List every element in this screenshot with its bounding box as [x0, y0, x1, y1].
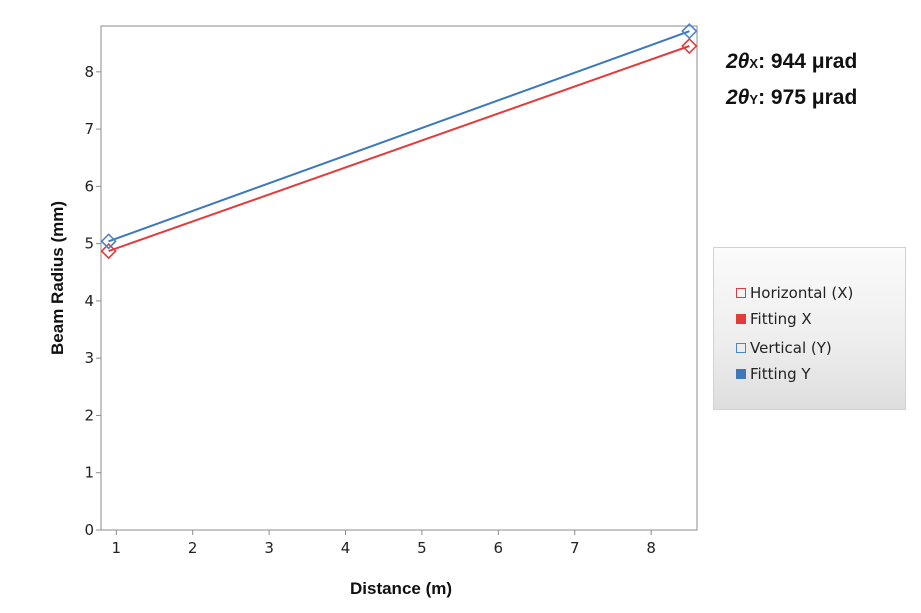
- x-tick-label: 1: [112, 539, 122, 557]
- y-tick-label: 3: [84, 349, 94, 367]
- x-tick-label: 2: [188, 539, 198, 557]
- data-point-horizontal-x-: [100, 242, 117, 260]
- legend-swatch-filled-square: [736, 369, 746, 379]
- x-tick-label: 3: [264, 539, 274, 557]
- legend-label: Vertical (Y): [750, 339, 832, 357]
- legend-item-fitting-x: Fitting X: [736, 309, 812, 329]
- annotation-value: : 975 μrad: [758, 86, 858, 109]
- series-line-fitting-y: [108, 30, 690, 243]
- data-point-vertical-y-: [100, 233, 117, 250]
- annotation-prefix: 2θ: [726, 50, 750, 73]
- legend-label: Horizontal (X): [750, 284, 854, 302]
- x-axis-title: Distance (m): [350, 579, 452, 598]
- legend-swatch-open-square: [736, 288, 746, 298]
- legend-swatch-open-square: [736, 343, 746, 353]
- legend-item-vertical-y: Vertical (Y): [736, 338, 832, 358]
- y-axis-title: Beam Radius (mm): [48, 201, 67, 355]
- x-axis: 1 2 3 4 5 6 7 8: [112, 530, 656, 557]
- y-tick-label: 8: [84, 63, 94, 81]
- y-tick-label: 0: [84, 521, 94, 539]
- annotation-subscript: Y: [749, 92, 759, 107]
- annotation-prefix: 2θ: [726, 86, 750, 109]
- legend-item-fitting-y: Fitting Y: [736, 364, 811, 384]
- y-axis: 0 1 2 3 4 5 6 7 8: [84, 63, 101, 539]
- series-line-fitting-x: [108, 45, 690, 253]
- legend-label: Fitting Y: [750, 365, 811, 383]
- x-tick-label: 5: [417, 539, 427, 557]
- data-point-horizontal-x-: [681, 37, 698, 55]
- legend-item-horizontal-x: Horizontal (X): [736, 283, 853, 303]
- annotation-subscript: X: [749, 56, 759, 71]
- x-tick-label: 7: [570, 539, 580, 557]
- plot-area-frame: [100, 25, 698, 531]
- y-tick-label: 6: [84, 177, 94, 195]
- x-tick-label: 4: [341, 539, 351, 557]
- legend-swatch-filled-square: [736, 314, 746, 324]
- series-layer: [100, 23, 698, 260]
- y-tick-label: 7: [84, 120, 94, 138]
- annotation-value: : 944 μrad: [758, 50, 858, 73]
- y-tick-label: 2: [84, 406, 94, 424]
- legend-label: Fitting X: [750, 310, 812, 328]
- legend: Horizontal (X) Fitting X Vertical (Y) Fi…: [713, 247, 906, 410]
- y-tick-label: 1: [84, 464, 94, 482]
- data-point-vertical-y-: [681, 23, 698, 40]
- y-tick-label: 4: [84, 292, 94, 310]
- y-tick-label: 5: [84, 235, 94, 253]
- x-tick-label: 6: [494, 539, 504, 557]
- divergence-annotation-x: 2θX: 944 μrad: [726, 50, 857, 74]
- x-tick-label: 8: [646, 539, 656, 557]
- divergence-annotation-y: 2θY: 975 μrad: [726, 86, 857, 110]
